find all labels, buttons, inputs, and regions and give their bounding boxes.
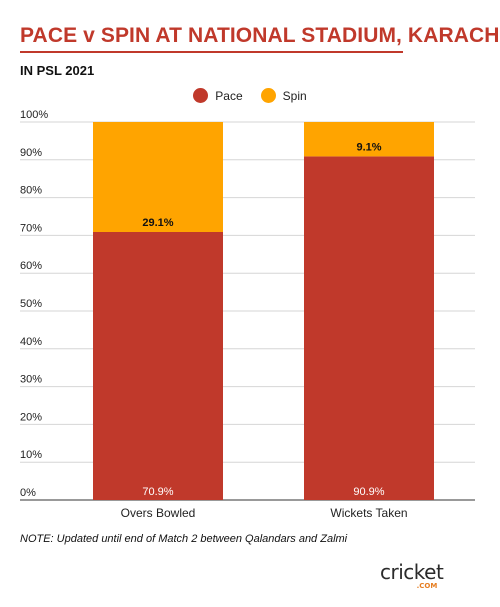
chart-legend: Pace Spin (0, 88, 500, 103)
y-tick-label: 40% (20, 336, 42, 348)
chart-subtitle: IN PSL 2021 (20, 63, 95, 78)
y-tick-label: 20% (20, 411, 42, 423)
y-tick-label: 30% (20, 374, 42, 386)
y-tick-label: 90% (20, 147, 42, 159)
x-tick-label: Wickets Taken (330, 506, 407, 520)
bar-pace (304, 156, 434, 500)
y-tick-label: 60% (20, 260, 42, 272)
y-tick-label: 80% (20, 185, 42, 197)
data-label: 29.1% (142, 217, 173, 229)
y-tick-label: 70% (20, 222, 42, 234)
data-label: 70.9% (142, 486, 173, 498)
x-tick-label: Overs Bowled (121, 506, 196, 520)
legend-swatch-pace (193, 88, 209, 103)
y-tick-label: 0% (20, 487, 36, 499)
data-label: 90.9% (353, 486, 384, 498)
legend-swatch-spin (260, 88, 276, 103)
y-tick-label: 100% (20, 109, 48, 121)
data-label: 9.1% (356, 141, 381, 153)
cricket-logo: cricket .COM (380, 560, 444, 590)
footnote: NOTE: Updated until end of Match 2 betwe… (20, 533, 348, 545)
legend-label-pace: Pace (215, 88, 243, 103)
legend-item-pace: Pace (193, 88, 243, 103)
legend-item-spin: Spin (260, 88, 307, 103)
legend-label-spin: Spin (282, 88, 307, 103)
bar-pace (93, 231, 223, 501)
logo-wordmark: cricket (380, 560, 444, 584)
y-tick-label: 10% (20, 449, 42, 461)
bar-spin (304, 122, 434, 157)
title-underline (20, 51, 403, 53)
chart-title: PACE v SPIN AT NATIONAL STADIUM, KARACHI (20, 24, 500, 47)
y-tick-label: 50% (20, 298, 42, 310)
logo-suffix: .COM (416, 582, 438, 590)
bar-spin (93, 122, 223, 232)
stacked-bar-chart: 0% 10% 20% 30% 40% 50% 60% 70% 80% 90% 100% 70.9% 29… (20, 109, 475, 520)
